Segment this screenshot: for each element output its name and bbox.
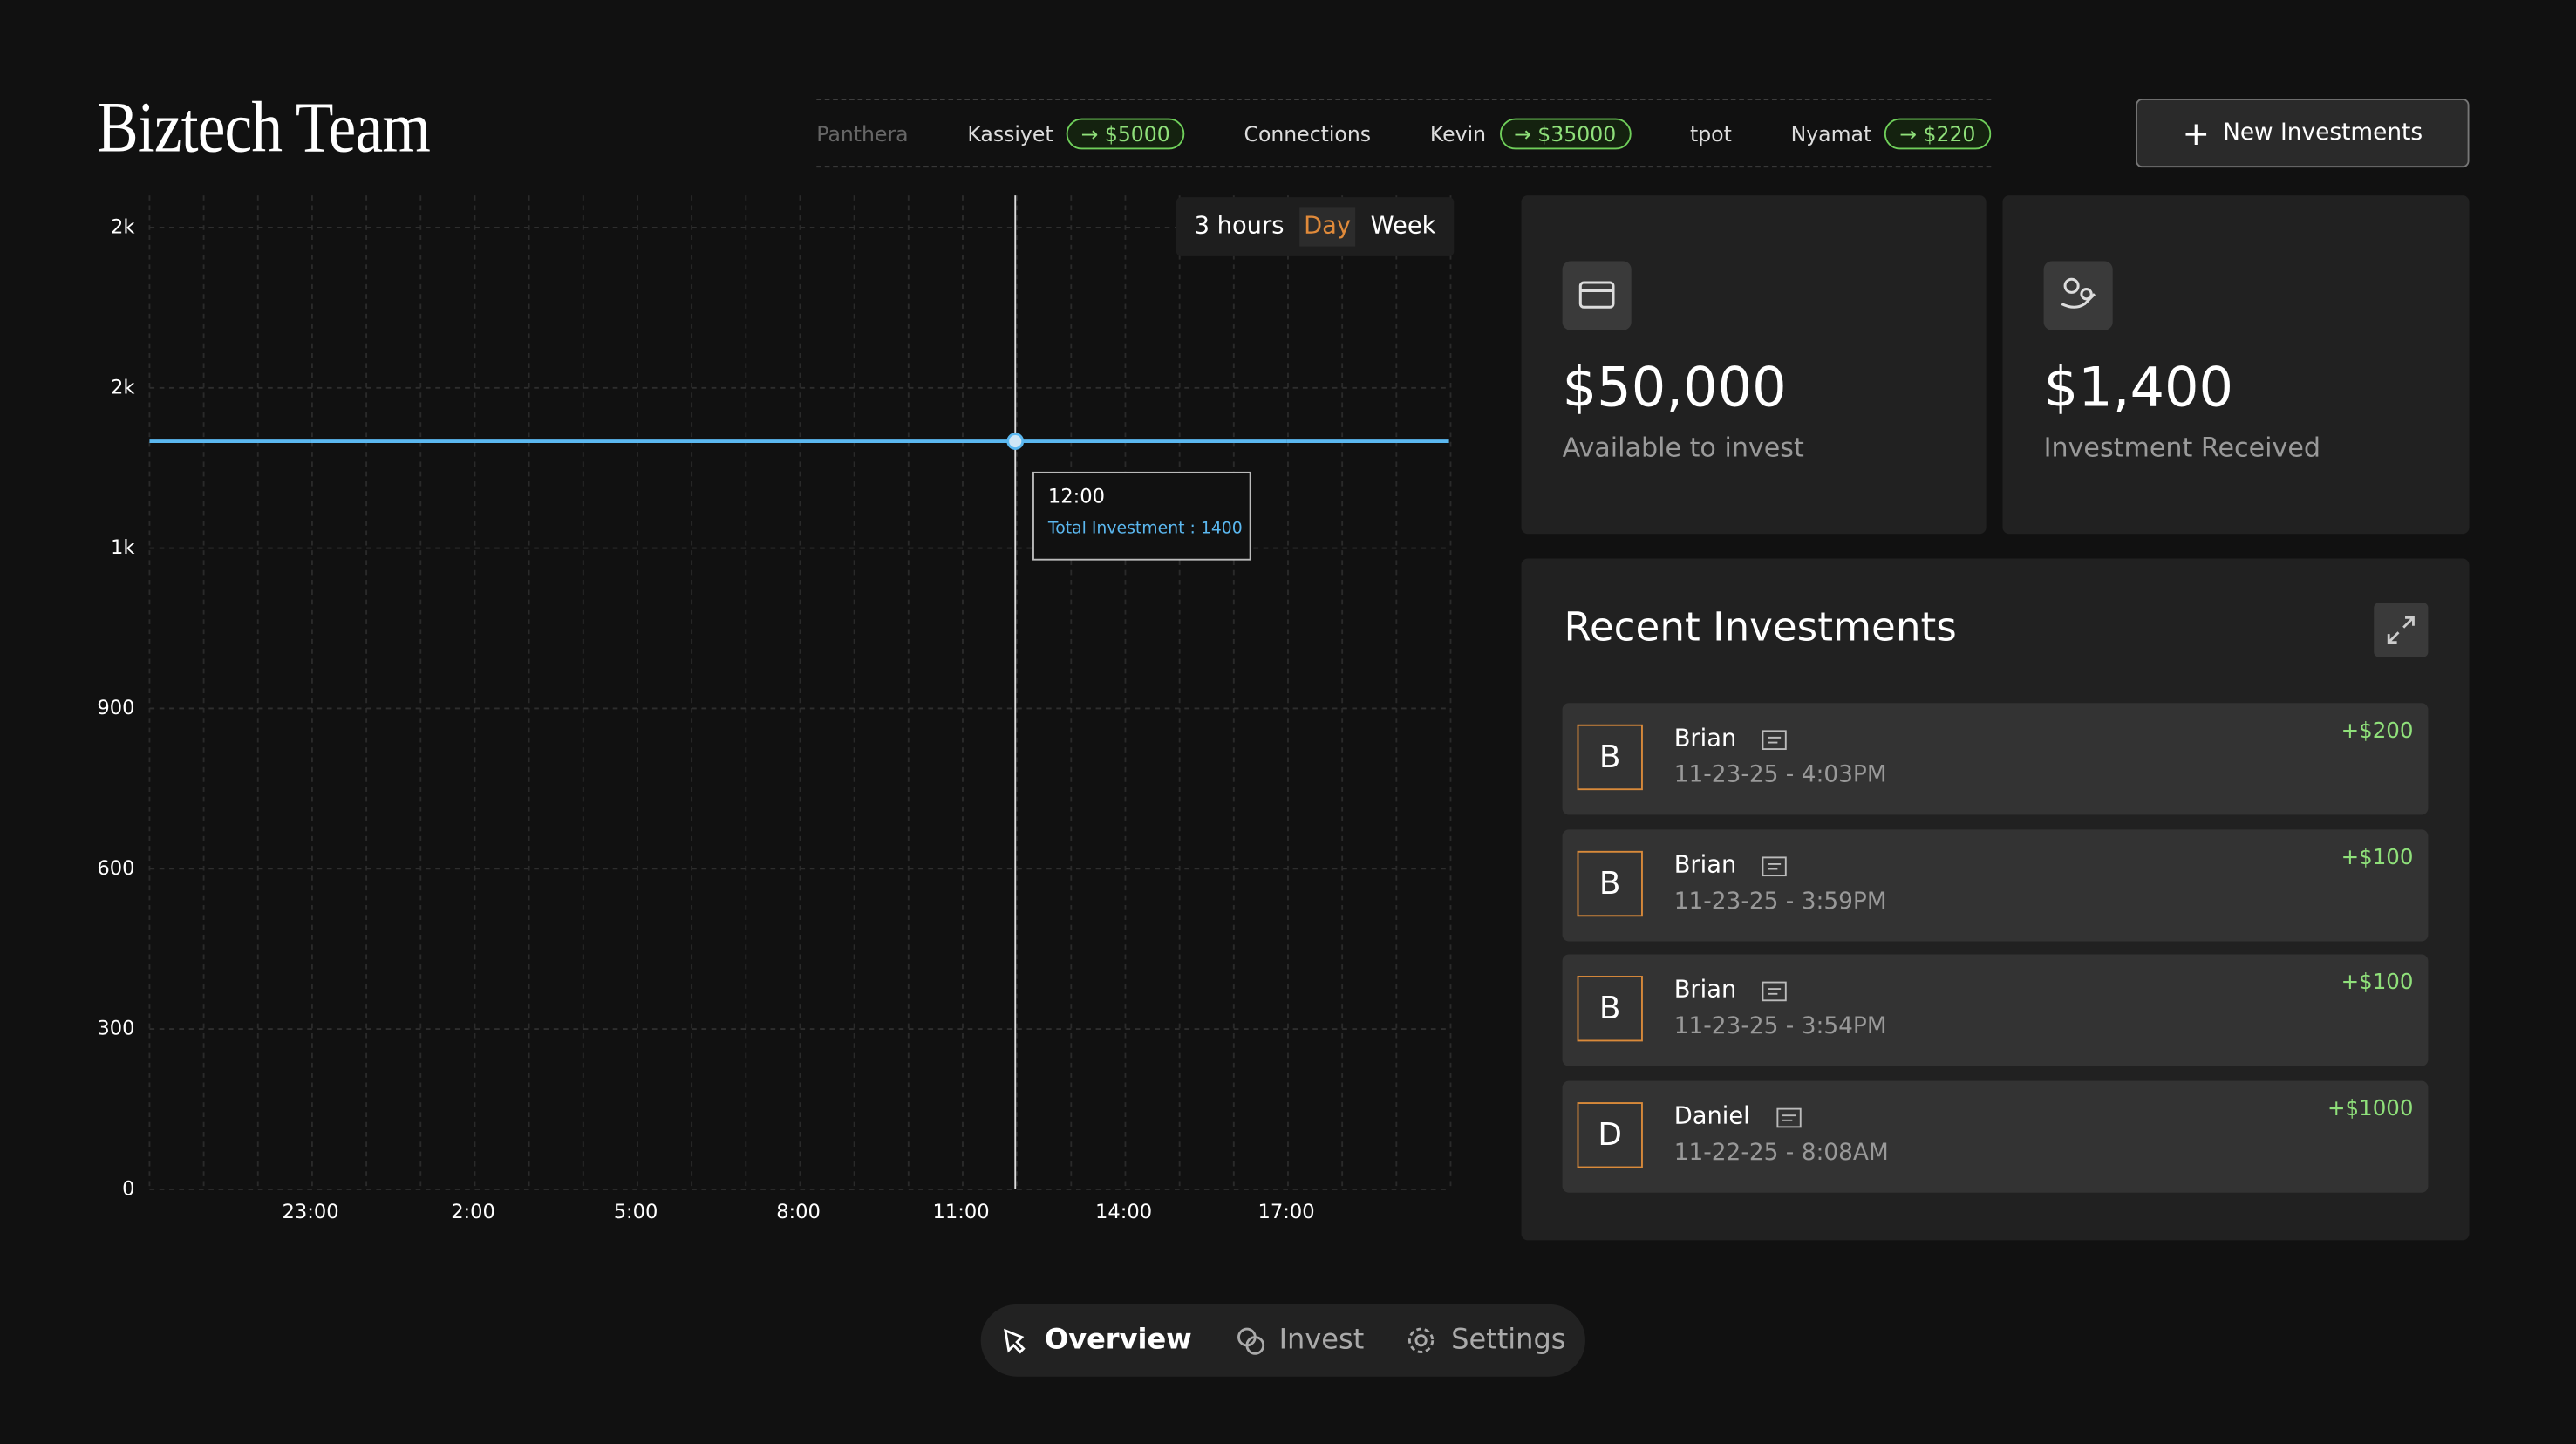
card-label: Investment Received <box>2043 432 2321 464</box>
card: $50,000 Available to invest <box>1521 195 1987 535</box>
ticker-item: Kassiyet → $5000 <box>967 117 1185 149</box>
note-icon <box>1762 855 1787 876</box>
ticker-item: Kevin → $35000 <box>1429 117 1632 149</box>
amount-text: $5000 <box>1104 120 1170 146</box>
tooltip-text: Total Investment : 1400 <box>1047 519 1243 537</box>
investor-name: Daniel <box>1674 1104 1802 1130</box>
investment-amount: +$100 <box>2341 971 2414 996</box>
investor-name: Brian <box>1674 852 1787 878</box>
amount-text: $220 <box>1923 120 1976 146</box>
ticker: Panthera Kassiyet → $5000 Connections Kevin →… <box>816 99 1992 168</box>
investment-row: B Brian 11-23-25 - 3:59PM +$100 <box>1562 828 2429 941</box>
investment-date: 11-23-25 - 4:03PM <box>1673 762 1887 789</box>
ticker-item: Connections <box>1244 120 1372 145</box>
y-tick-label: 1k <box>111 536 135 559</box>
avatar: B <box>1577 850 1643 916</box>
nav-icon <box>1237 1326 1264 1354</box>
investment-amount: +$1000 <box>2327 1097 2414 1122</box>
investment-date: 11-23-25 - 3:54PM <box>1673 1013 1887 1040</box>
card-amount: $1,400 <box>2043 354 2234 419</box>
avatar: B <box>1577 724 1643 791</box>
range-option[interactable]: 3 hours <box>1194 213 1285 241</box>
nav-label: Invest <box>1278 1324 1365 1358</box>
investment-row: D Daniel 11-22-25 - 8:08AM +$1000 <box>1562 1080 2429 1193</box>
nav-label: Overview <box>1044 1324 1192 1358</box>
card-amount: $50,000 <box>1562 354 1787 419</box>
ticker-amount: → $220 <box>1884 117 1991 149</box>
avatar: B <box>1577 976 1643 1042</box>
ticker-name: Kassiyet <box>967 120 1053 146</box>
card-label: Available to invest <box>1562 432 1804 464</box>
chart: 0 300 600 900 1k 2k 2k 23:00 2:00 5:00 8:00 11:00 14… <box>97 195 1452 1223</box>
tooltip-time: 12:00 <box>1048 486 1105 508</box>
note-icon <box>1776 1107 1802 1127</box>
ticker-item: Panthera <box>816 120 908 145</box>
investment-row: B Brian 11-23-25 - 4:03PM +$200 <box>1562 703 2429 815</box>
nav-item[interactable]: Invest <box>1235 1324 1365 1358</box>
avatar: D <box>1577 1101 1643 1168</box>
range-option[interactable]: Week <box>1370 213 1436 241</box>
expand-button[interactable] <box>2374 603 2429 657</box>
y-tick-label: 0 <box>122 1177 134 1200</box>
investment-row: B Brian 11-23-25 - 3:54PM +$100 <box>1562 954 2429 1067</box>
page-title: Biztech Team <box>97 86 431 168</box>
x-tick-label: 5:00 <box>614 1201 658 1223</box>
x-tick-label: 11:00 <box>933 1201 990 1223</box>
x-tick-label: 14:00 <box>1095 1201 1152 1223</box>
ticker-item: tpot <box>1690 120 1732 145</box>
nav-label: Settings <box>1451 1324 1566 1358</box>
ticker-amount: → $5000 <box>1066 117 1185 149</box>
nav-item[interactable]: Settings <box>1407 1324 1566 1358</box>
nav-item[interactable]: Overview <box>1000 1324 1192 1357</box>
x-tick-label: 17:00 <box>1258 1201 1315 1223</box>
investment-date: 11-23-25 - 3:59PM <box>1673 888 1887 915</box>
x-tick-label: 23:00 <box>282 1201 338 1223</box>
card-icon <box>1562 261 1632 330</box>
new-investment-button[interactable]: + New Investments <box>2136 99 2470 168</box>
y-tick-label: 2k <box>111 376 135 398</box>
x-tick-label: 8:00 <box>776 1201 821 1223</box>
investment-date: 11-22-25 - 8:08AM <box>1673 1140 1889 1167</box>
bottom-nav: Overview Invest Settings <box>980 1304 1585 1377</box>
note-icon <box>1762 981 1787 1002</box>
ticker-name: Panthera <box>816 120 909 146</box>
ticker-name: Kevin <box>1429 120 1487 146</box>
ticker-item: Nyamat → $220 <box>1790 117 1991 149</box>
card-icon <box>2043 261 2113 330</box>
panel-title: Recent Investments <box>1564 604 1957 651</box>
y-tick-label: 900 <box>97 697 134 719</box>
y-tick-label: 300 <box>97 1018 134 1040</box>
card: $1,400 Investment Received <box>2002 195 2470 535</box>
nav-icon <box>1003 1327 1026 1353</box>
x-tick-label: 2:00 <box>451 1201 495 1223</box>
investment-amount: +$200 <box>2341 719 2414 745</box>
range-option[interactable]: Day <box>1298 207 1356 247</box>
ticker-amount: → $35000 <box>1499 117 1632 149</box>
ticker-name: Connections <box>1244 120 1372 146</box>
range-selector: 3 hours Day Week <box>1176 197 1455 256</box>
investment-amount: +$100 <box>2341 845 2414 870</box>
nav-icon <box>1408 1326 1435 1352</box>
y-tick-label: 600 <box>97 857 134 880</box>
note-icon <box>1762 730 1787 751</box>
tooltip-box <box>1032 471 1251 561</box>
y-tick-label: 2k <box>111 215 135 238</box>
button-label: New Investments <box>2223 119 2423 146</box>
amount-text: $35000 <box>1537 120 1617 146</box>
ticker-name: Nyamat <box>1790 120 1872 146</box>
investor-name: Brian <box>1674 977 1787 1004</box>
ticker-name: tpot <box>1689 120 1732 146</box>
hover-point <box>1006 433 1025 450</box>
investor-name: Brian <box>1674 726 1787 753</box>
